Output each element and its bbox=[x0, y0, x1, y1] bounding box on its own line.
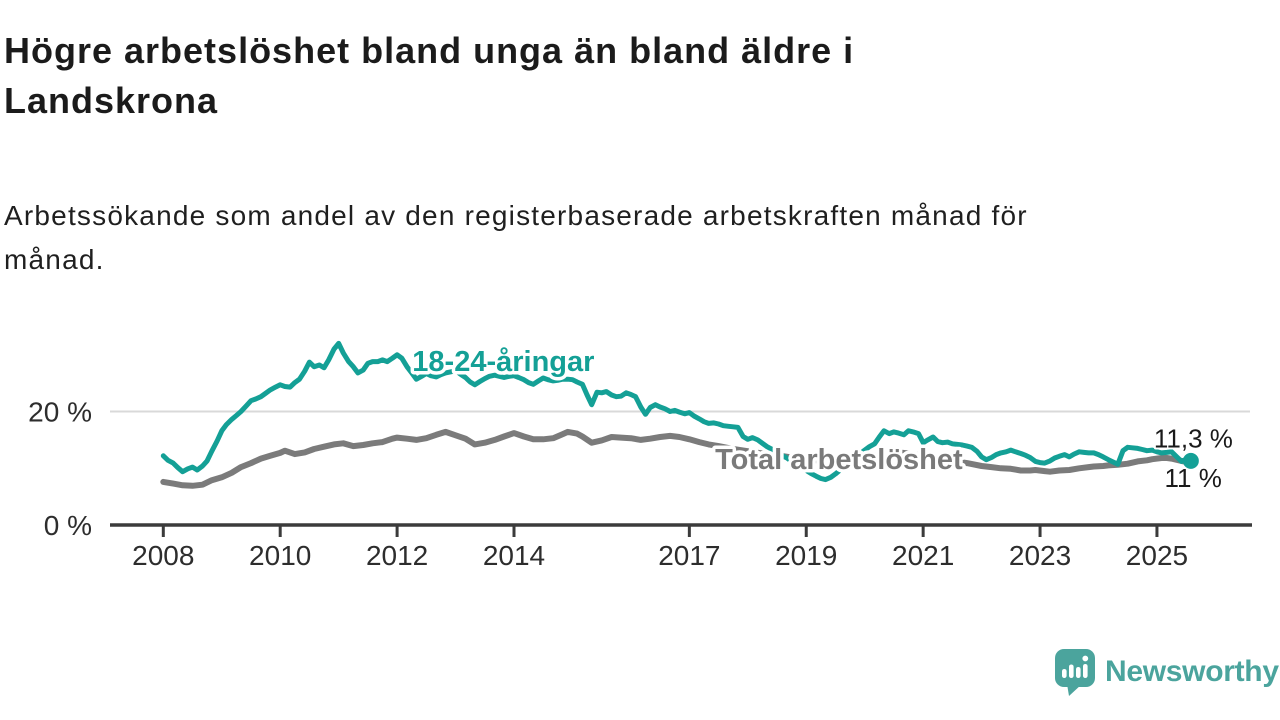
chart-title: Högre arbetslöshet bland unga än bland ä… bbox=[4, 26, 854, 126]
series-label-total: Total arbetslöshet bbox=[715, 444, 963, 476]
x-tick-label: 2014 bbox=[483, 540, 545, 571]
y-tick-label: 0 % bbox=[44, 510, 92, 541]
x-tick-label: 2010 bbox=[249, 540, 311, 571]
chart-title-line-1: Högre arbetslöshet bland unga än bland ä… bbox=[4, 30, 855, 71]
chart-title-line-2: Landskrona bbox=[4, 80, 219, 121]
series-label-youth: 18-24-åringar bbox=[412, 346, 594, 378]
newsworthy-logo-icon bbox=[1055, 649, 1095, 696]
y-tick-label: 20 % bbox=[28, 397, 92, 428]
x-tick-label: 2012 bbox=[366, 540, 428, 571]
unemployment-line-chart: 2008 2010 2012 2014 2017 2019 2021 2023 2025 0 % 2… bbox=[28, 340, 1252, 571]
x-tick-label: 2025 bbox=[1126, 540, 1188, 571]
newsworthy-wordmark: Newsworthy bbox=[1105, 655, 1279, 688]
chart-subtitle-line-2: månad. bbox=[4, 244, 105, 275]
series-end-value-youth: 11,3 % bbox=[1154, 423, 1233, 453]
series-end-dot-youth bbox=[1182, 452, 1199, 469]
x-tick-label: 2021 bbox=[892, 540, 954, 571]
x-tick-label: 2019 bbox=[775, 540, 837, 571]
x-tick-label: 2023 bbox=[1009, 540, 1071, 571]
x-tick-label: 2008 bbox=[132, 540, 194, 571]
series-line-total bbox=[160, 428, 1194, 489]
newsworthy-logo-link[interactable]: Newsworthy bbox=[1054, 648, 1279, 696]
chart-subtitle: Arbetssökande som andel av den registerb… bbox=[4, 194, 1028, 282]
x-tick-label: 2017 bbox=[658, 540, 720, 571]
series-line-youth bbox=[160, 340, 1194, 483]
chart-subtitle-line-1: Arbetssökande som andel av den registerb… bbox=[4, 200, 1028, 231]
